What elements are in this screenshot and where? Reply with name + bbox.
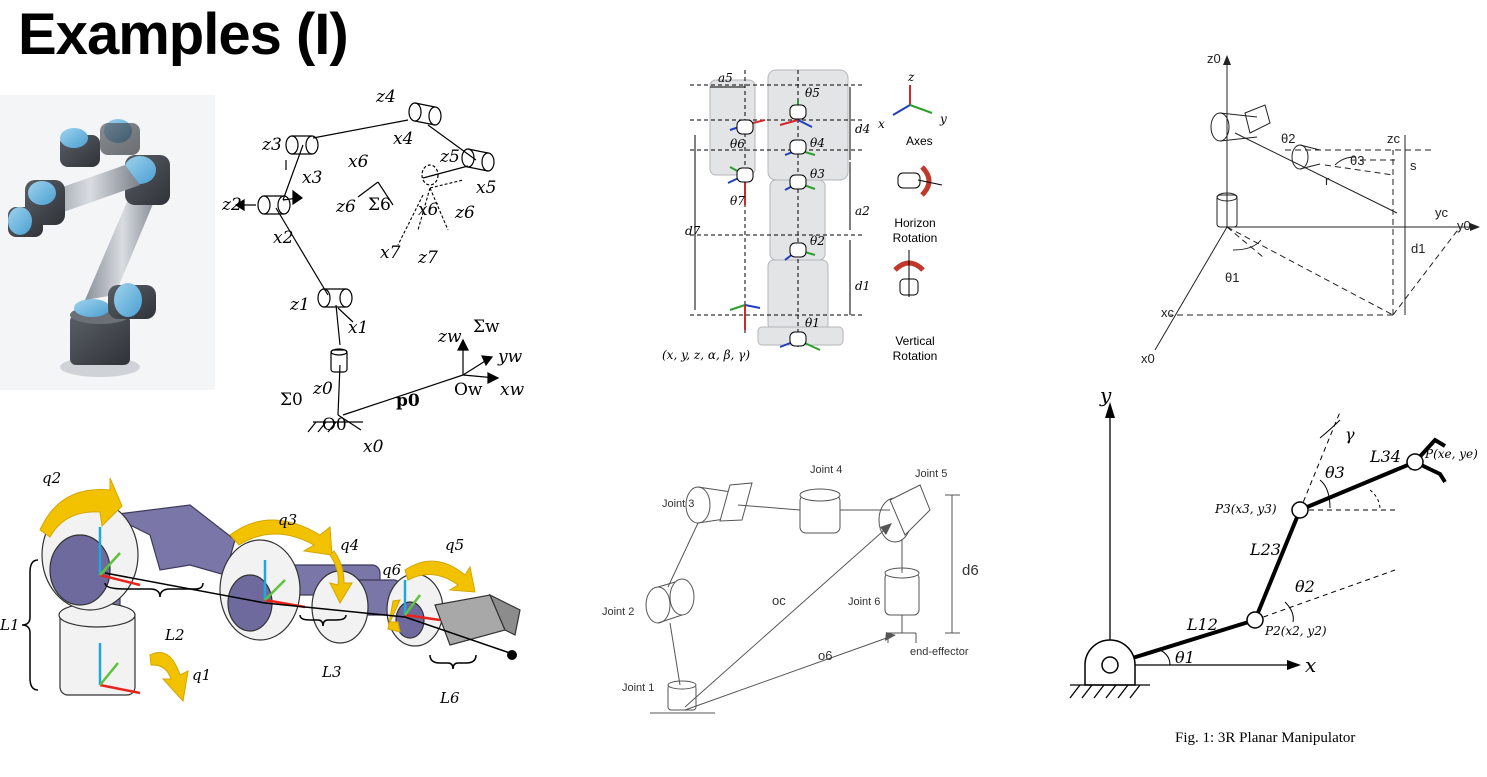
link-label: q6 — [382, 561, 402, 579]
stanford-label: θ1 — [1225, 270, 1239, 285]
frame-label: x4 — [393, 129, 413, 149]
horizon-rotation-label: Horizon Rotation — [893, 216, 938, 245]
planar-label: L23 — [1249, 540, 1281, 559]
axis-x-label: x — [878, 117, 885, 131]
planar-label: θ1 — [1175, 648, 1195, 667]
planar-label: γ — [1345, 425, 1355, 444]
leg-label: θ5 — [805, 86, 820, 100]
leg-label: θ4 — [810, 136, 825, 150]
link-label: L6 — [439, 689, 460, 707]
link-label: L3 — [321, 663, 342, 681]
leg-label: θ6 — [730, 137, 745, 151]
planar-label: x — [1305, 653, 1316, 677]
joint-label: Joint 1 — [622, 682, 654, 694]
frame-label: Ow — [454, 380, 483, 400]
frame-label: x1 — [348, 318, 368, 338]
link-label: L2 — [164, 626, 185, 644]
stanford-label: y0 — [1457, 218, 1471, 233]
frame-label: x6 — [348, 152, 369, 172]
link-label: q4 — [340, 536, 359, 554]
frame-label: Σw — [473, 317, 500, 337]
leg-label: d4 — [855, 122, 870, 136]
stanford-label: r — [1325, 173, 1330, 188]
stanford-label: s — [1410, 158, 1417, 173]
axis-y-label: y — [939, 112, 947, 126]
leg-label: a2 — [855, 204, 870, 218]
link-label: L1 — [0, 616, 20, 634]
leg-label: d7 — [685, 224, 701, 238]
planar-label: P3(x3, y3) — [1214, 502, 1277, 516]
planar-label: L12 — [1186, 615, 1218, 634]
leg-label: d1 — [855, 279, 870, 293]
joint-label: d6 — [962, 562, 979, 579]
leg-label: θ2 — [810, 234, 825, 248]
planar-manipulator-diagram: y x γ L34 P(xe, ye) θ3 P3(x3, y3) L23 θ2… — [1055, 380, 1487, 725]
stanford-label: yc — [1435, 205, 1449, 220]
leg-label: θ7 — [730, 194, 745, 208]
link-label: q5 — [445, 536, 464, 554]
planar-label: L34 — [1369, 447, 1401, 466]
frame-label: zw — [437, 327, 462, 347]
joint-layout-diagram: Joint 3 Joint 4 Joint 5 Joint 2 Joint 6 … — [590, 455, 990, 735]
stanford-label: x0 — [1141, 351, 1155, 366]
frame-label: z2 — [221, 195, 242, 215]
joint-label: oc — [772, 593, 786, 608]
frame-label: z6 — [454, 203, 475, 223]
stanford-label: θ2 — [1281, 131, 1295, 146]
joint-label: o6 — [818, 648, 832, 663]
joint-label: Joint 2 — [602, 606, 634, 618]
frame-label: z6 — [335, 197, 356, 217]
frame-label: x7 — [380, 243, 401, 263]
planar-label: P2(x2, y2) — [1264, 624, 1327, 638]
link-label: q1 — [192, 666, 211, 684]
frame-label: z7 — [417, 248, 438, 268]
frame-label: z4 — [375, 87, 396, 107]
frame-label: x3 — [302, 168, 322, 188]
stanford-label: xc — [1161, 305, 1175, 320]
frame-label: z3 — [261, 135, 282, 155]
stanford-label: zc — [1387, 131, 1401, 146]
frame-label: z0 — [312, 379, 333, 399]
stanford-label: θ3 — [1350, 153, 1364, 168]
vertical-rotation-label: Vertical Rotation — [893, 334, 938, 363]
axes-legend-title: Axes — [906, 134, 933, 148]
planar-label: y — [1099, 383, 1112, 407]
axis-z-label: z — [907, 70, 915, 84]
frame-label: yw — [497, 347, 523, 367]
frame-label: z5 — [439, 147, 460, 167]
frame-label: x0 — [363, 437, 384, 457]
joint-label: Joint 3 — [662, 498, 694, 510]
slide-title: Examples (I) — [18, 2, 349, 67]
frame-label: xw — [500, 380, 525, 400]
frame-label: z1 — [289, 295, 310, 315]
leg-label: (x, y, z, α, β, γ) — [662, 348, 750, 362]
link-label: q3 — [278, 511, 297, 529]
frame-label: p0 — [396, 391, 420, 411]
ur-robot-image — [0, 95, 215, 390]
planar-label: θ3 — [1325, 463, 1345, 482]
joint-label: Joint 5 — [915, 468, 947, 480]
humanoid-leg-diagram: a5 θ5 θ6 d4 θ4 θ3 θ7 a2 d7 θ2 d1 θ1 (x, … — [650, 65, 970, 375]
joint-label: end-effector — [910, 646, 969, 658]
frame-chain-diagram: z4 x4 z3 x3 x6 z5 x5 z6 Σ6 x6 z6 z2 x2 x… — [218, 80, 538, 460]
stanford-arm-diagram: z0 θ2 zc θ3 s r yc y0 d1 θ1 xc x0 — [1135, 45, 1487, 370]
joint-label: Joint 4 — [810, 464, 842, 476]
frame-label: x5 — [476, 178, 496, 198]
frame-label: x6 — [418, 200, 439, 220]
frame-label: O0 — [322, 415, 347, 435]
joint-label: Joint 6 — [848, 596, 880, 608]
leg-label: θ1 — [805, 316, 820, 330]
stanford-label: d1 — [1411, 241, 1425, 256]
frame-label: x2 — [273, 228, 293, 248]
leg-label: θ3 — [810, 167, 825, 181]
frame-label: Σ6 — [368, 195, 391, 215]
stanford-label: z0 — [1207, 51, 1221, 66]
planar-label: θ2 — [1295, 577, 1315, 596]
link-label: q2 — [42, 469, 61, 487]
figure-caption: Fig. 1: 3R Planar Manipulator — [1175, 730, 1356, 746]
planar-label: P(xe, ye) — [1424, 447, 1478, 461]
frame-label: Σ0 — [280, 390, 303, 410]
links-arm-diagram: q2 q3 q4 q5 q6 L1 L2 L3 L6 q1 — [0, 455, 545, 715]
leg-label: a5 — [718, 71, 733, 85]
